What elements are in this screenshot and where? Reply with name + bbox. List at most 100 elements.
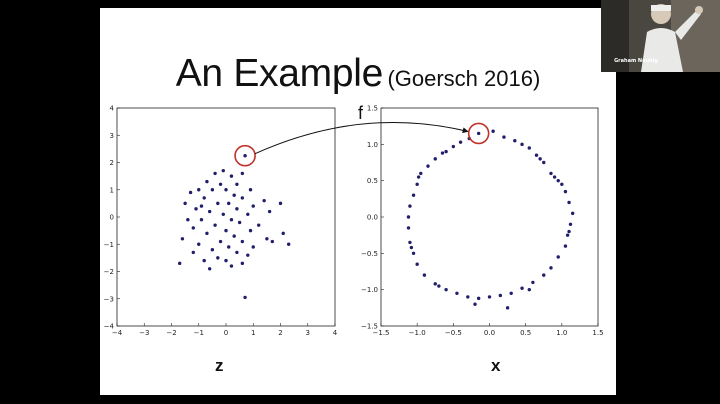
data-point bbox=[411, 251, 416, 256]
data-point bbox=[406, 215, 411, 219]
slide-title: An Example (Goersch 2016) bbox=[100, 52, 616, 96]
y-tick-label: −0.5 bbox=[361, 250, 378, 258]
data-point bbox=[199, 204, 204, 208]
data-point bbox=[437, 284, 441, 288]
x-tick-label: −1 bbox=[194, 329, 204, 337]
data-point bbox=[509, 291, 513, 295]
x-tick-label: −3 bbox=[139, 329, 149, 337]
x-tick-label: 0.0 bbox=[484, 329, 495, 337]
data-point bbox=[286, 242, 291, 246]
data-point bbox=[440, 151, 445, 155]
data-point bbox=[444, 287, 448, 292]
data-point bbox=[257, 223, 261, 227]
data-point bbox=[229, 218, 234, 222]
data-point bbox=[568, 222, 573, 226]
data-point bbox=[207, 267, 212, 271]
participant-name: Graham Neubig bbox=[614, 58, 658, 64]
y-tick-label: −2 bbox=[104, 268, 114, 276]
data-point bbox=[232, 234, 236, 238]
data-point bbox=[556, 178, 560, 183]
y-tick-label: 1 bbox=[110, 186, 114, 194]
data-point bbox=[246, 253, 250, 257]
data-point bbox=[476, 131, 481, 136]
data-point bbox=[563, 244, 568, 248]
function-label: f bbox=[358, 103, 364, 123]
participant-video-tile[interactable]: Graham Neubig bbox=[601, 0, 720, 72]
data-point bbox=[235, 182, 239, 186]
data-point bbox=[243, 295, 247, 300]
data-point bbox=[567, 200, 571, 205]
y-tick-label: −3 bbox=[104, 295, 114, 303]
data-point bbox=[278, 201, 283, 206]
data-point bbox=[433, 282, 437, 286]
scatter-plots: −4 −3 −2 −1 0 1 2 3 4 −4 −3 −2 −1 0 1 2 3 4 −1.5 −1.0 −0.5 0.… bbox=[104, 105, 604, 338]
data-point bbox=[224, 258, 228, 263]
data-point bbox=[235, 207, 239, 211]
y-tick-label: 1.5 bbox=[367, 105, 378, 113]
data-point bbox=[466, 295, 470, 299]
y-tick-label: 4 bbox=[110, 105, 115, 113]
x-tick-label: 1 bbox=[251, 329, 255, 337]
x-tick-label: 4 bbox=[333, 329, 338, 337]
data-point bbox=[416, 175, 421, 179]
x-tick-label: −1.5 bbox=[373, 329, 390, 337]
data-point bbox=[534, 153, 539, 157]
data-point bbox=[422, 273, 427, 277]
data-point bbox=[527, 146, 531, 150]
data-point bbox=[213, 171, 217, 176]
data-point bbox=[232, 193, 236, 197]
data-point bbox=[476, 296, 481, 301]
data-point bbox=[248, 188, 253, 192]
data-point bbox=[240, 261, 245, 266]
data-point bbox=[194, 207, 198, 211]
data-point bbox=[433, 157, 437, 161]
right-axis-variable: x bbox=[491, 356, 501, 375]
data-point bbox=[218, 182, 223, 186]
data-point bbox=[218, 239, 223, 244]
data-point bbox=[235, 250, 239, 255]
data-point bbox=[197, 242, 201, 246]
data-point bbox=[243, 153, 247, 158]
data-point bbox=[531, 280, 535, 285]
data-point bbox=[202, 196, 206, 200]
data-point bbox=[248, 228, 253, 233]
data-point bbox=[415, 182, 419, 186]
data-point bbox=[563, 189, 568, 194]
y-tick-label: 0.0 bbox=[367, 214, 378, 222]
highlight-circle-z bbox=[234, 144, 256, 167]
data-point bbox=[240, 196, 245, 200]
data-point bbox=[549, 266, 553, 270]
x-tick-label: 3 bbox=[306, 329, 310, 337]
data-point bbox=[251, 245, 255, 249]
data-point bbox=[411, 193, 416, 197]
x-tick-label: 1.0 bbox=[556, 329, 567, 337]
data-point bbox=[520, 142, 524, 147]
data-point bbox=[224, 188, 228, 192]
data-point bbox=[251, 204, 255, 208]
data-point bbox=[202, 258, 206, 263]
data-point bbox=[408, 240, 412, 245]
data-point bbox=[246, 212, 250, 216]
left-axis-variable: z bbox=[215, 356, 224, 375]
data-point bbox=[552, 175, 557, 179]
data-point bbox=[556, 255, 560, 259]
data-point bbox=[409, 245, 414, 250]
data-point bbox=[265, 237, 269, 241]
data-point bbox=[505, 306, 510, 310]
data-point bbox=[567, 229, 571, 234]
plot-frame-z bbox=[116, 107, 336, 327]
data-point bbox=[221, 212, 225, 216]
x-tick-label: −0.5 bbox=[445, 329, 462, 337]
data-point bbox=[565, 233, 570, 237]
data-point bbox=[205, 179, 209, 184]
data-point bbox=[487, 295, 492, 299]
plot-frame-x bbox=[380, 107, 599, 327]
data-point bbox=[408, 204, 412, 208]
data-point bbox=[216, 201, 220, 206]
data-point bbox=[270, 239, 275, 244]
x-tick-label: 0.5 bbox=[520, 329, 531, 337]
x-tick-label: 1.5 bbox=[592, 329, 603, 337]
data-point bbox=[426, 164, 430, 168]
data-point bbox=[210, 248, 215, 252]
data-point bbox=[444, 149, 448, 154]
